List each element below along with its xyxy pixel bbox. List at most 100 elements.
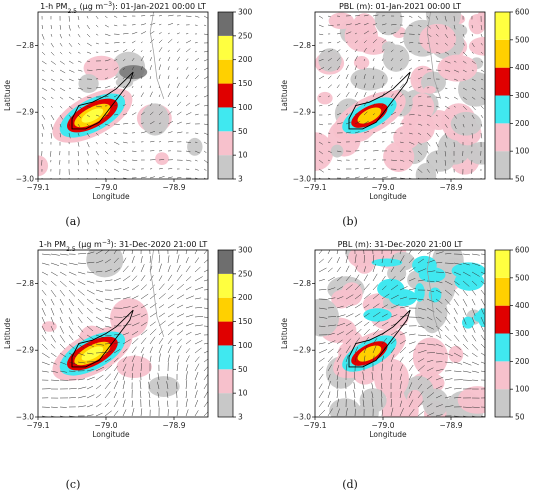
wind-arrow xyxy=(444,150,447,157)
wind-arrow xyxy=(185,74,190,80)
wind-arrow xyxy=(157,372,160,381)
wind-arrow xyxy=(104,95,109,98)
wind-arrow xyxy=(435,96,441,99)
wind-arrow xyxy=(444,15,447,22)
wind-arrow xyxy=(203,24,207,27)
wind-arrow xyxy=(444,307,451,315)
wind-arrow xyxy=(176,274,183,282)
wind-arrow xyxy=(435,385,443,390)
wind-arrow xyxy=(327,287,336,291)
wind-arrow xyxy=(417,375,423,381)
wind-arrow xyxy=(362,399,365,408)
wind-arrow xyxy=(203,269,208,273)
wind-arrow xyxy=(122,399,126,408)
x-tick-label: −79.0 xyxy=(372,183,395,192)
wind-arrow xyxy=(417,123,423,126)
wind-arrow xyxy=(167,103,170,107)
wind-arrow xyxy=(399,364,403,372)
wind-arrow xyxy=(381,83,385,89)
wind-arrow xyxy=(336,286,344,291)
wind-arrow xyxy=(453,105,456,108)
wind-arrow xyxy=(453,114,457,119)
wind-arrow xyxy=(131,408,135,417)
wind-arrow xyxy=(417,343,425,345)
wind-arrow xyxy=(122,356,127,363)
wind-arrow xyxy=(95,260,104,264)
wind-arrow xyxy=(417,358,425,363)
wind-arrow xyxy=(480,33,483,38)
wind-arrow xyxy=(435,316,442,322)
wind-arrow xyxy=(372,23,378,26)
wind-arrow xyxy=(68,114,73,119)
wind-arrow xyxy=(59,96,64,100)
wind-arrow xyxy=(68,289,76,297)
wind-arrow xyxy=(345,363,348,372)
wind-arrow xyxy=(453,24,456,30)
wind-arrow xyxy=(50,69,54,72)
wind-arrow xyxy=(41,42,44,46)
wind-arrow xyxy=(95,270,103,273)
wind-arrow xyxy=(336,398,339,408)
city-boundary xyxy=(71,309,134,368)
x-tick-label: −79.0 xyxy=(372,421,395,430)
wind-arrow xyxy=(336,57,341,62)
wind-arrow xyxy=(149,312,158,318)
colorbar-label: 50 xyxy=(515,413,525,422)
wind-arrow xyxy=(167,284,174,291)
wind-arrow xyxy=(113,277,121,282)
wind-arrow xyxy=(462,307,467,316)
wind-arrow xyxy=(318,67,325,71)
wind-arrow xyxy=(318,298,328,300)
wind-arrow xyxy=(327,374,331,381)
wind-arrow xyxy=(176,177,182,179)
field-patch xyxy=(389,251,415,271)
wind-arrow xyxy=(363,167,370,170)
wind-arrow xyxy=(194,382,198,390)
field-patch xyxy=(450,111,482,136)
wind-arrow xyxy=(50,87,56,91)
wind-arrow xyxy=(95,343,105,346)
wind-arrow xyxy=(86,289,95,295)
wind-arrow xyxy=(336,372,339,381)
wind-arrow xyxy=(167,38,173,44)
wind-arrow xyxy=(158,122,162,125)
wind-arrow xyxy=(426,141,431,147)
wind-arrow xyxy=(68,60,74,64)
wind-arrow xyxy=(95,412,103,417)
wind-arrow xyxy=(77,386,87,390)
wind-arrow xyxy=(318,349,328,354)
wind-arrow xyxy=(336,322,346,327)
wind-arrow xyxy=(408,357,414,363)
wind-arrow xyxy=(131,346,137,354)
wind-arrow xyxy=(86,298,94,304)
colorbar-label: 10 xyxy=(238,151,248,160)
wind-arrow xyxy=(417,325,425,328)
wind-arrow xyxy=(158,337,164,345)
wind-arrow xyxy=(104,402,110,408)
wind-arrow xyxy=(86,316,93,323)
wind-arrow xyxy=(345,322,352,327)
wind-arrow xyxy=(95,132,99,136)
colorbar-label: 50 xyxy=(238,127,248,136)
wind-arrow xyxy=(363,130,370,134)
wind-arrow xyxy=(371,382,374,390)
wind-arrow xyxy=(59,24,62,30)
wind-arrow xyxy=(318,366,324,372)
wind-arrow xyxy=(131,104,134,107)
wind-arrow xyxy=(318,357,325,363)
wind-arrow xyxy=(104,51,111,53)
wind-arrow xyxy=(408,298,417,300)
wind-arrow xyxy=(453,298,459,306)
wind-arrow xyxy=(336,104,339,107)
wind-arrow xyxy=(113,104,118,107)
wind-arrow xyxy=(354,120,361,125)
wind-arrow xyxy=(318,325,326,327)
field-patch xyxy=(148,376,180,397)
wind-arrow xyxy=(372,113,375,116)
wind-arrow xyxy=(327,257,333,264)
wind-arrow xyxy=(390,31,397,35)
wind-arrow xyxy=(167,294,174,300)
wind-arrow xyxy=(390,304,400,309)
wind-arrow xyxy=(318,289,327,291)
wind-arrow xyxy=(95,15,99,20)
